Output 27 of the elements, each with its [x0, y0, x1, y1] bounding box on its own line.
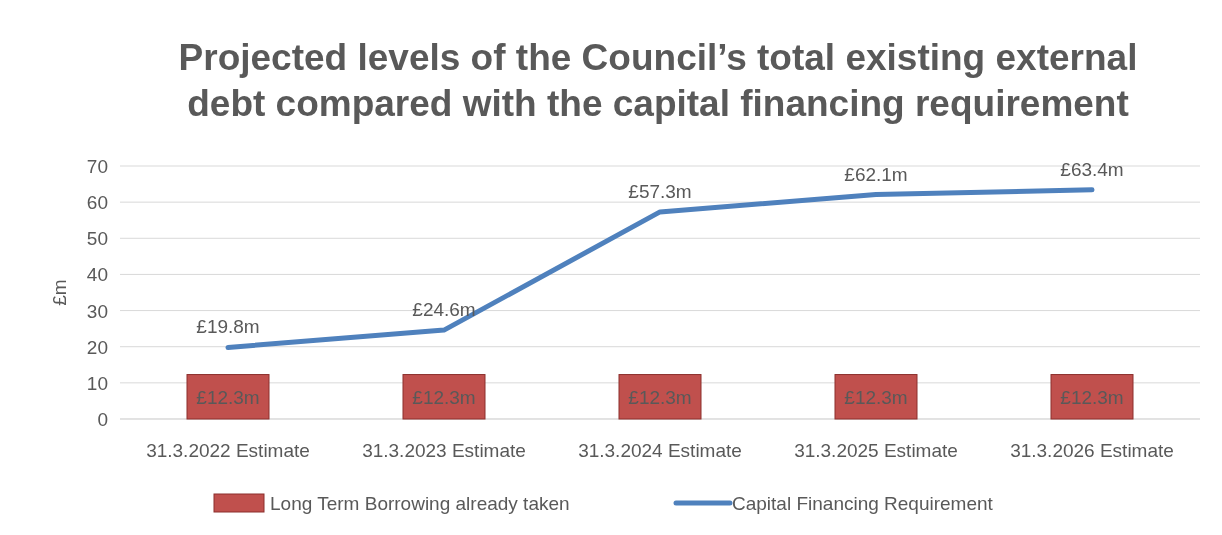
x-tick-label: 31.3.2025 Estimate: [794, 440, 958, 461]
y-tick-label: 50: [86, 228, 108, 250]
y-tick-label: 30: [86, 300, 108, 322]
data-label: £24.6m: [412, 299, 476, 321]
data-label: £12.3m: [412, 386, 476, 408]
x-tick-label: 31.3.2026 Estimate: [1010, 440, 1174, 461]
y-tick-label: 20: [86, 336, 108, 358]
x-tick-label: 31.3.2024 Estimate: [578, 440, 742, 461]
x-tick-label: 31.3.2023 Estimate: [362, 440, 526, 461]
data-label: £12.3m: [1060, 386, 1124, 408]
legend-label: Long Term Borrowing already taken: [270, 493, 570, 514]
data-label: £57.3m: [628, 180, 692, 202]
y-tick-label: 40: [86, 264, 108, 286]
data-label: £12.3m: [196, 386, 260, 408]
legend-label: Capital Financing Requirement: [732, 493, 994, 514]
x-tick-label: 31.3.2022 Estimate: [146, 440, 310, 461]
y-axis-title: £m: [49, 279, 70, 306]
data-label: £63.4m: [1060, 158, 1124, 180]
y-tick-label: 10: [86, 372, 108, 394]
data-label: £12.3m: [844, 386, 908, 408]
data-label: £62.1m: [844, 163, 908, 185]
data-label: £19.8m: [196, 316, 260, 338]
data-label: £12.3m: [628, 386, 692, 408]
y-tick-label: 70: [86, 156, 108, 177]
chart-title: Projected levels of the Council’s total existing external debt compared with the capital financing requirement: [178, 37, 1138, 124]
y-tick-label: 60: [86, 192, 108, 214]
y-tick-label: 0: [97, 409, 108, 430]
